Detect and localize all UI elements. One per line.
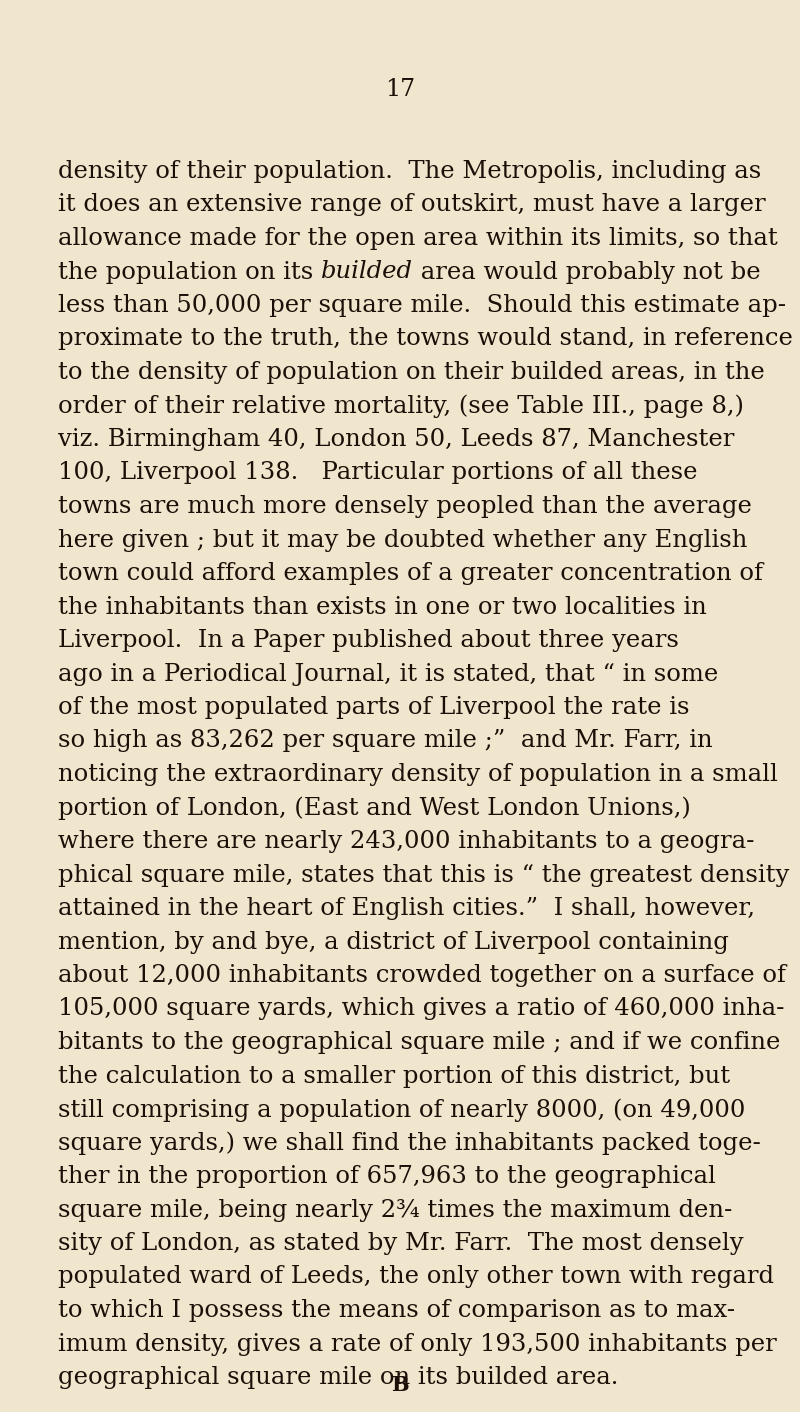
Text: viz. Birmingham 40, London 50, Leeds 87, Manchester: viz. Birmingham 40, London 50, Leeds 87,… bbox=[58, 428, 734, 450]
Text: square mile, being nearly 2¾ times the maximum den-: square mile, being nearly 2¾ times the m… bbox=[58, 1199, 732, 1221]
Text: about 12,000 inhabitants crowded together on a surface of: about 12,000 inhabitants crowded togethe… bbox=[58, 964, 786, 987]
Text: area would probably not be: area would probably not be bbox=[413, 260, 760, 284]
Text: to which I possess the means of comparison as to max-: to which I possess the means of comparis… bbox=[58, 1299, 734, 1322]
Text: phical square mile, states that this is “ the greatest density: phical square mile, states that this is … bbox=[58, 864, 789, 887]
Text: allowance made for the open area within its limits, so that: allowance made for the open area within … bbox=[58, 227, 778, 250]
Text: less than 50,000 per square mile.  Should this estimate ap-: less than 50,000 per square mile. Should… bbox=[58, 294, 786, 318]
Text: mention, by and bye, a district of Liverpool containing: mention, by and bye, a district of Liver… bbox=[58, 931, 729, 953]
Text: town could afford examples of a greater concentration of: town could afford examples of a greater … bbox=[58, 562, 762, 585]
Text: imum density, gives a rate of only 193,500 inhabitants per: imum density, gives a rate of only 193,5… bbox=[58, 1333, 776, 1356]
Text: the calculation to a smaller portion of this district, but: the calculation to a smaller portion of … bbox=[58, 1065, 730, 1087]
Text: the inhabitants than exists in one or two localities in: the inhabitants than exists in one or tw… bbox=[58, 596, 706, 618]
Text: the population on its: the population on its bbox=[58, 260, 321, 284]
Text: attained in the heart of English cities.”  I shall, however,: attained in the heart of English cities.… bbox=[58, 897, 754, 921]
Text: bitants to the geographical square mile ; and if we confine: bitants to the geographical square mile … bbox=[58, 1031, 780, 1053]
Text: noticing the extraordinary density of population in a small: noticing the extraordinary density of po… bbox=[58, 762, 778, 786]
Text: B: B bbox=[391, 1375, 409, 1395]
Text: density of their population.  The Metropolis, including as: density of their population. The Metropo… bbox=[58, 160, 761, 184]
Text: 100, Liverpool 138.   Particular portions of all these: 100, Liverpool 138. Particular portions … bbox=[58, 462, 697, 484]
Text: ago in a Periodical Journal, it is stated, that “ in some: ago in a Periodical Journal, it is state… bbox=[58, 662, 718, 685]
Text: ther in the proportion of 657,963 to the geographical: ther in the proportion of 657,963 to the… bbox=[58, 1165, 715, 1187]
Text: it does an extensive range of outskirt, must have a larger: it does an extensive range of outskirt, … bbox=[58, 193, 766, 216]
Text: proximate to the truth, the towns would stand, in reference: proximate to the truth, the towns would … bbox=[58, 328, 793, 350]
Text: builded: builded bbox=[321, 260, 413, 284]
Text: square yards,) we shall find the inhabitants packed toge-: square yards,) we shall find the inhabit… bbox=[58, 1131, 761, 1155]
Text: 17: 17 bbox=[385, 78, 415, 102]
Text: where there are nearly 243,000 inhabitants to a geogra-: where there are nearly 243,000 inhabitan… bbox=[58, 830, 754, 853]
Text: still comprising a population of nearly 8000, (on 49,000: still comprising a population of nearly … bbox=[58, 1099, 745, 1121]
Text: towns are much more densely peopled than the average: towns are much more densely peopled than… bbox=[58, 496, 751, 518]
Text: Liverpool.  In a Paper published about three years: Liverpool. In a Paper published about th… bbox=[58, 628, 678, 652]
Text: of the most populated parts of Liverpool the rate is: of the most populated parts of Liverpool… bbox=[58, 696, 689, 719]
Text: so high as 83,262 per square mile ;”  and Mr. Farr, in: so high as 83,262 per square mile ;” and… bbox=[58, 730, 712, 753]
Text: 105,000 square yards, which gives a ratio of 460,000 inha-: 105,000 square yards, which gives a rati… bbox=[58, 997, 784, 1021]
Text: portion of London, (East and West London Unions,): portion of London, (East and West London… bbox=[58, 796, 690, 820]
Text: here given ; but it may be doubted whether any English: here given ; but it may be doubted wheth… bbox=[58, 528, 747, 552]
Text: sity of London, as stated by Mr. Farr.  The most densely: sity of London, as stated by Mr. Farr. T… bbox=[58, 1233, 743, 1255]
Text: geographical square mile on its builded area.: geographical square mile on its builded … bbox=[58, 1365, 618, 1389]
Text: populated ward of Leeds, the only other town with regard: populated ward of Leeds, the only other … bbox=[58, 1265, 774, 1289]
Text: order of their relative mortality, (see Table III., page 8,): order of their relative mortality, (see … bbox=[58, 394, 743, 418]
Text: to the density of population on their builded areas, in the: to the density of population on their bu… bbox=[58, 361, 764, 384]
